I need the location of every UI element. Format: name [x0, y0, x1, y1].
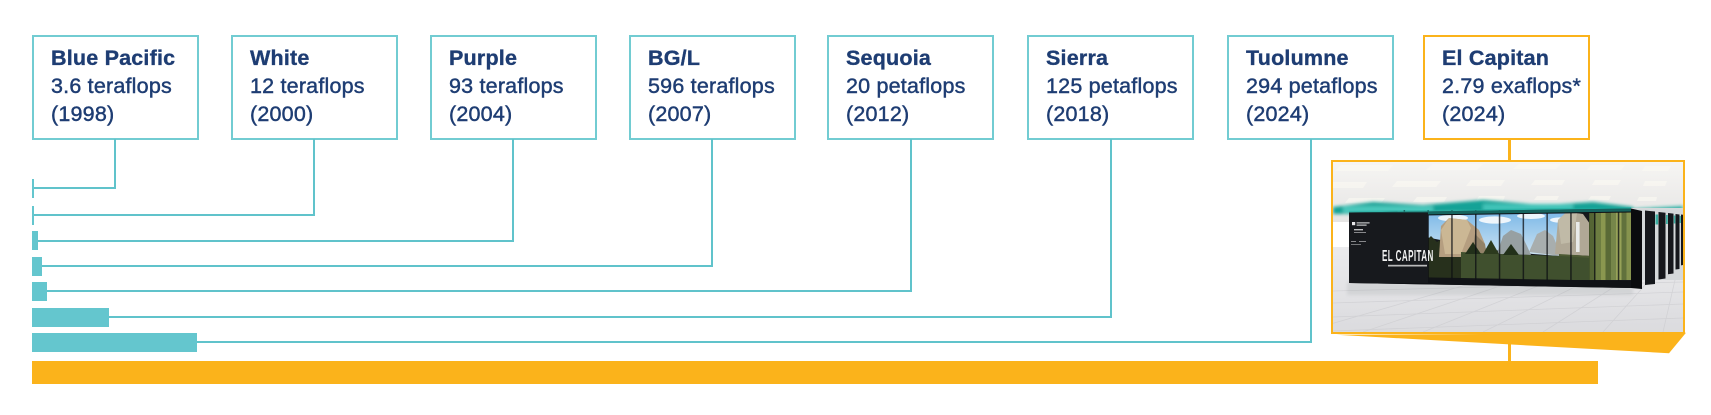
- svg-text:EL CAPITAN: EL CAPITAN: [1382, 247, 1434, 265]
